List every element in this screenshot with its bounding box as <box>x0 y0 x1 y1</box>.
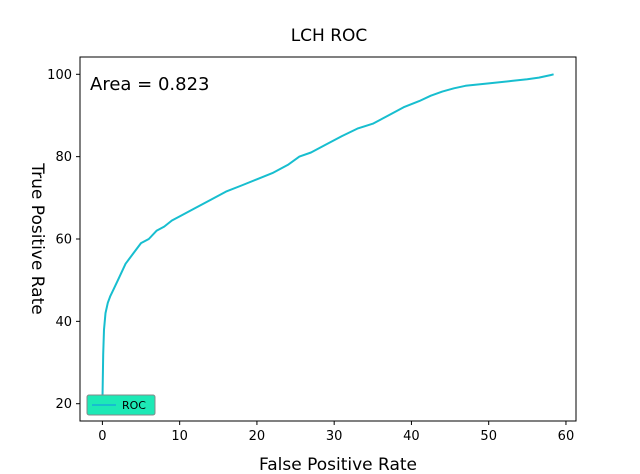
x-tick-label: 60 <box>558 429 575 444</box>
legend-label-roc: ROC <box>122 399 146 412</box>
x-axis-label: False Positive Rate <box>259 455 417 474</box>
y-tick-label: 60 <box>55 233 72 248</box>
chart-title: LCH ROC <box>291 26 368 46</box>
legend-box <box>86 394 156 416</box>
series-lines <box>101 73 554 404</box>
y-tick-label: 80 <box>55 150 72 165</box>
x-tick-label: 40 <box>403 429 420 444</box>
y-tick-label: 100 <box>47 68 72 83</box>
x-tick-label: 0 <box>98 429 106 444</box>
x-tick-label: 10 <box>171 429 188 444</box>
x-tick-label: 50 <box>480 429 497 444</box>
plot-frame <box>79 56 577 422</box>
x-tick-label: 30 <box>326 429 343 444</box>
roc-curve <box>101 73 554 404</box>
area-annotation: Area = 0.823 <box>90 74 209 95</box>
legend: ROC <box>86 394 156 416</box>
axis-ticks: 0 10 20 30 40 50 60 20 40 60 80 100 <box>47 68 574 444</box>
y-tick-label: 20 <box>55 397 72 412</box>
x-tick-label: 20 <box>249 429 266 444</box>
y-tick-label: 40 <box>55 315 72 330</box>
y-axis-label: True Positive Rate <box>27 162 47 314</box>
